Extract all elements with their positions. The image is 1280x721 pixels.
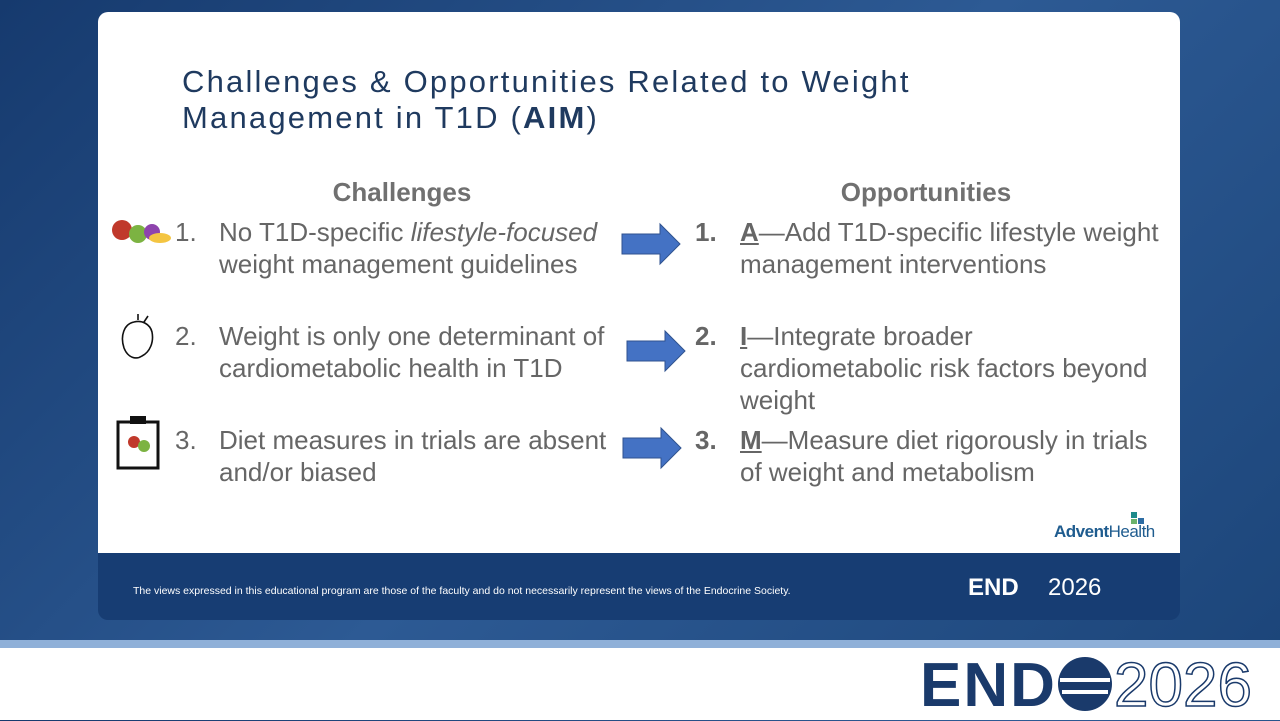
arrows	[621, 222, 686, 470]
opportunity-text: A—Add T1D-specific lifestyle weight mana…	[740, 216, 1160, 280]
disclaimer: The views expressed in this educational …	[133, 585, 791, 597]
opportunity-letter: I	[740, 321, 748, 351]
endo-small-left: END	[968, 574, 1019, 601]
opportunity-body: —Measure diet rigorously in trials of we…	[740, 425, 1148, 487]
opportunity-text: I—Integrate broader cardiometabolic risk…	[740, 320, 1160, 416]
opportunity-text: M—Measure diet rigorously in trials of w…	[740, 424, 1160, 488]
challenge-number: 3.	[175, 425, 197, 455]
challenge-text: No T1D-specific lifestyle-focused weight…	[219, 216, 627, 280]
health-text: Health	[1108, 522, 1156, 541]
endo-small-right: 2026	[1048, 574, 1102, 601]
title-end: )	[586, 100, 600, 135]
advent-text: Advent	[1054, 522, 1109, 541]
opportunity-number: 1.	[695, 217, 717, 247]
challenge-text: Weight is only one determinant of cardio…	[219, 320, 627, 384]
challenge-segment: Diet measures in trials are absent and/o…	[219, 425, 607, 487]
challenge-segment: Weight is only one determinant of cardio…	[219, 321, 605, 383]
title-text: Challenges & Opportunities Related to We…	[182, 64, 911, 135]
challenge-segment: weight management guidelines	[219, 249, 578, 279]
opportunity-letter: M	[740, 425, 762, 455]
endo-large-right: 2026	[1113, 650, 1252, 721]
opportunities-heading: Opportunities	[840, 177, 1012, 207]
challenges-heading: Challenges	[332, 177, 472, 207]
challenge-number: 2.	[175, 321, 197, 351]
opportunity-letter: A	[740, 217, 759, 247]
challenge-number: 1.	[175, 217, 197, 247]
advent-mark	[1131, 512, 1144, 524]
opportunity-number: 2.	[695, 321, 717, 351]
title-bold: AIM	[523, 100, 587, 135]
challenge-segment: No T1D-specific	[219, 217, 411, 247]
content-card	[98, 12, 1180, 553]
divider	[0, 640, 1280, 648]
challenge-text: Diet measures in trials are absent and/o…	[219, 424, 627, 488]
opportunity-body: —Add T1D-specific lifestyle weight manag…	[740, 217, 1159, 279]
advent-logo: AdventHealth	[1054, 522, 1155, 542]
challenge-segment: lifestyle-focused	[410, 217, 598, 247]
opportunity-number: 3.	[695, 425, 717, 455]
endo-large-left: END	[920, 651, 1057, 720]
footer-band	[98, 553, 1180, 620]
heart-icon	[121, 314, 154, 359]
opportunity-body: —Integrate broader cardiometabolic risk …	[740, 321, 1148, 415]
fruit-icon	[112, 220, 171, 243]
slide-title: Challenges & Opportunities Related to We…	[182, 64, 1042, 136]
clipboard-icon	[116, 416, 160, 470]
endo-globe-large	[1058, 657, 1112, 711]
